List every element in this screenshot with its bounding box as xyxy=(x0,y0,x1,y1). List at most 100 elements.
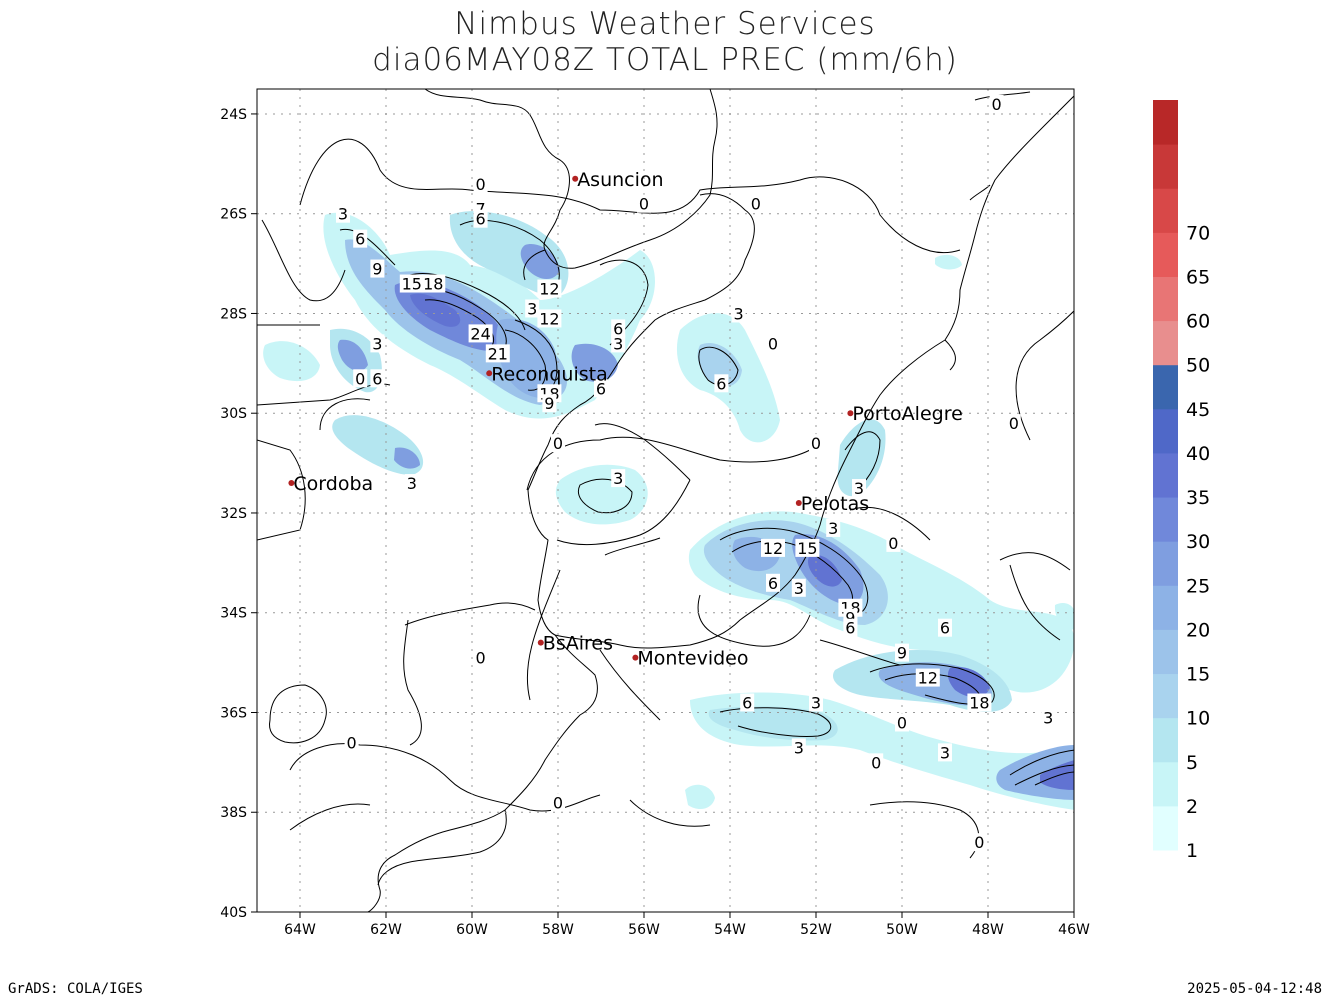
contour-label-bg xyxy=(473,648,488,667)
contour-label-bg xyxy=(611,334,626,353)
contour-label: 3 xyxy=(940,743,950,762)
colorbar-level-label: 45 xyxy=(1186,399,1210,421)
city-label: Montevideo xyxy=(637,648,748,670)
lat-tick-label: 40S xyxy=(220,905,247,921)
contour-label: 0 xyxy=(974,833,984,852)
contour-label: 0 xyxy=(553,434,563,453)
colorbar-level-label: 70 xyxy=(1186,222,1210,244)
contour-label-bg xyxy=(714,374,729,393)
lat-tick-label: 34S xyxy=(220,606,247,622)
contour-label: 6 xyxy=(768,574,778,593)
contour-label-bg xyxy=(895,713,909,732)
contour-label: 0 xyxy=(992,95,1002,114)
precip-area-portoalegre xyxy=(837,419,886,497)
contour-label-bg xyxy=(766,573,780,592)
contour-label-bg xyxy=(611,469,626,488)
lon-tick-label: 64W xyxy=(284,922,316,938)
map-title-line1: Nimbus Weather Services xyxy=(454,6,876,42)
contour-label: 12 xyxy=(918,669,938,688)
map-frame xyxy=(256,88,1075,913)
lon-tick-label: 54W xyxy=(714,922,746,938)
lon-tick-label: 58W xyxy=(542,922,574,938)
contour-label: 12 xyxy=(539,280,559,299)
colorbar-level-label: 50 xyxy=(1186,355,1210,377)
contour-label-bg xyxy=(370,334,385,353)
contour-label: 6 xyxy=(845,619,855,638)
contour-label-bg xyxy=(473,209,488,228)
contour-label: 0 xyxy=(888,534,898,553)
contour-label: 0 xyxy=(897,713,907,732)
contour-label: 0 xyxy=(768,334,778,353)
lat-tick-label: 24S xyxy=(220,107,247,123)
precip-peak-ocean3 xyxy=(1040,760,1074,790)
contour-label-bg xyxy=(353,229,368,248)
contour-label: 3 xyxy=(613,334,623,353)
contour-label-bg xyxy=(915,668,940,687)
city-dot xyxy=(537,639,544,646)
contour-label: 0 xyxy=(1009,414,1019,433)
contour-label-bg xyxy=(795,538,820,557)
contour-label: 0 xyxy=(871,753,881,772)
contour-label: 15 xyxy=(797,539,817,558)
contour-label-bg xyxy=(370,369,385,388)
lat-tick-label: 28S xyxy=(220,306,247,322)
city-dot xyxy=(486,370,493,377)
colorbar-swatch xyxy=(1153,276,1178,322)
colorbar-level-label: 1 xyxy=(1186,840,1198,862)
contour-label-bg xyxy=(611,319,626,338)
precip-core-e xyxy=(571,343,618,382)
contour-label-bg xyxy=(766,334,780,353)
contour-label: 3 xyxy=(811,694,821,713)
contour-label-bg xyxy=(809,693,823,712)
contour-label: 3 xyxy=(734,304,744,323)
contour-label: 3 xyxy=(338,205,348,224)
contour-label-bg xyxy=(344,733,359,752)
precip-peak-nw xyxy=(410,293,461,327)
contour-label-bg xyxy=(468,324,493,343)
contour-label-bg xyxy=(525,299,540,318)
city-dot xyxy=(632,654,639,661)
contour-label: 3 xyxy=(613,469,623,488)
contour-label: 6 xyxy=(596,379,606,398)
colorbar-swatch xyxy=(1153,673,1178,719)
precip-core-ocean2 xyxy=(708,706,838,741)
footer-credit: GrADS: COLA/IGES xyxy=(8,981,143,997)
contour-label-bg xyxy=(791,578,806,597)
map-title-line2: dia06MAY08Z TOTAL PREC (mm/6h) xyxy=(372,42,958,78)
colorbar-swatch xyxy=(1153,320,1178,366)
contour-label: 0 xyxy=(355,369,365,388)
precip-core-n xyxy=(520,244,560,279)
colorbar-level-label: 20 xyxy=(1186,619,1210,641)
city-dot xyxy=(288,480,295,487)
contour-label: 18 xyxy=(969,694,989,713)
colorbar-swatch xyxy=(1153,364,1178,410)
colorbar-swatch xyxy=(1153,452,1178,498)
colorbar-swatch xyxy=(1153,408,1178,454)
contour-label: 6 xyxy=(613,319,623,338)
colorbar-level-label: 5 xyxy=(1186,752,1198,774)
lon-tick-label: 52W xyxy=(800,922,832,938)
precip-core-reconquista xyxy=(496,318,557,398)
contour-label: 15 xyxy=(402,275,422,294)
contour-label-bg xyxy=(637,194,651,213)
contour-label-bg xyxy=(542,394,557,413)
contour-label: 0 xyxy=(347,733,357,752)
contour-label-bg xyxy=(594,379,608,398)
contour-label: 0 xyxy=(476,175,486,194)
coastlines-borders xyxy=(367,89,1074,912)
contour-label-bg xyxy=(551,434,565,453)
contour-label: 0 xyxy=(639,195,649,214)
contour-label-bg xyxy=(895,643,909,662)
contour-label-bg xyxy=(537,279,562,298)
precip-core-sw xyxy=(394,447,420,469)
precip-area-edge xyxy=(1054,603,1074,630)
contour-label: 6 xyxy=(355,230,365,249)
colorbar-level-label: 40 xyxy=(1186,443,1210,465)
contour-label-bg xyxy=(1041,708,1056,727)
contour-label: 0 xyxy=(476,649,486,668)
colorbar-swatch xyxy=(1153,585,1178,630)
precip-peak-ocean1 xyxy=(947,666,990,698)
